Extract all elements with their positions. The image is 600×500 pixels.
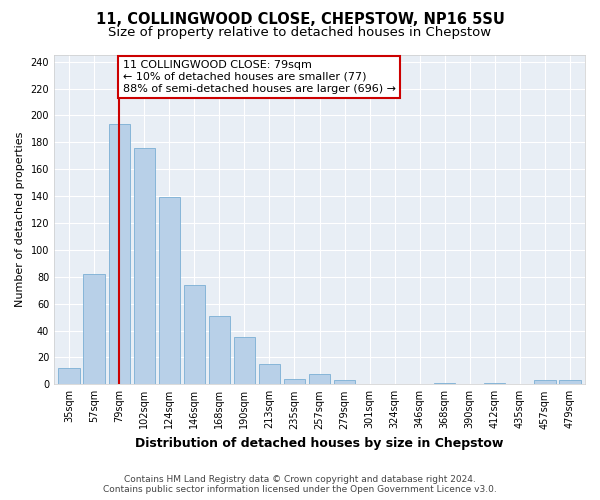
Text: Contains HM Land Registry data © Crown copyright and database right 2024.
Contai: Contains HM Land Registry data © Crown c… [103, 474, 497, 494]
Bar [534, 380, 556, 384]
Bar [559, 380, 581, 384]
Bar [158, 198, 180, 384]
Bar [109, 124, 130, 384]
Bar [284, 379, 305, 384]
Y-axis label: Number of detached properties: Number of detached properties [15, 132, 25, 308]
Bar [234, 338, 255, 384]
Bar [309, 374, 330, 384]
Bar [334, 380, 355, 384]
Bar [259, 364, 280, 384]
Text: Size of property relative to detached houses in Chepstow: Size of property relative to detached ho… [109, 26, 491, 39]
Bar [134, 148, 155, 384]
Text: 11 COLLINGWOOD CLOSE: 79sqm
← 10% of detached houses are smaller (77)
88% of sem: 11 COLLINGWOOD CLOSE: 79sqm ← 10% of det… [123, 60, 396, 94]
Bar [209, 316, 230, 384]
X-axis label: Distribution of detached houses by size in Chepstow: Distribution of detached houses by size … [136, 437, 504, 450]
Bar [58, 368, 80, 384]
Text: 11, COLLINGWOOD CLOSE, CHEPSTOW, NP16 5SU: 11, COLLINGWOOD CLOSE, CHEPSTOW, NP16 5S… [95, 12, 505, 28]
Bar [184, 285, 205, 384]
Bar [484, 383, 505, 384]
Bar [434, 383, 455, 384]
Bar [83, 274, 105, 384]
